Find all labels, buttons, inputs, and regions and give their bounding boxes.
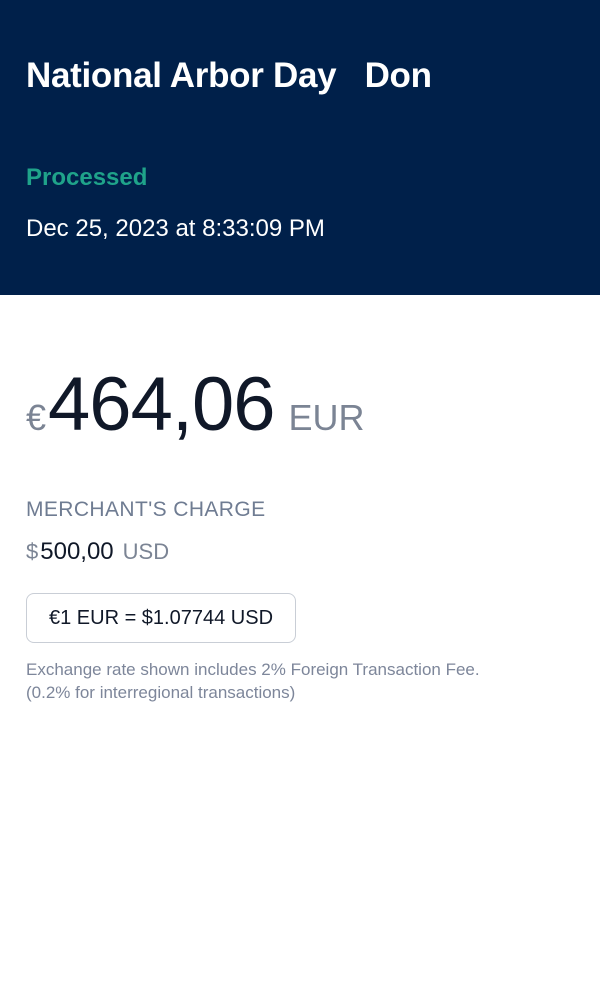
merchant-title: National Arbor Day Don	[26, 56, 432, 95]
merchant-charge-label: MERCHANT'S CHARGE	[26, 498, 266, 521]
merchant-charge-value: 500,00	[40, 538, 114, 565]
transaction-amount: € 464,06 EUR	[26, 365, 365, 445]
exchange-fee-note: Exchange rate shown includes 2% Foreign …	[26, 658, 581, 704]
amount-value: 464,06	[48, 362, 275, 447]
exchange-fee-note-line-2: (0.2% for interregional transactions)	[26, 683, 296, 702]
merchant-charge-currency-code: USD	[122, 539, 170, 564]
amount-currency-code: EUR	[288, 397, 365, 438]
transaction-status: Processed	[26, 164, 148, 191]
transaction-timestamp: Dec 25, 2023 at 8:33:09 PM	[26, 215, 325, 242]
merchant-charge-amount: $ 500,00 USD	[26, 538, 169, 566]
transaction-header: National Arbor Day Don Processed Dec 25,…	[0, 0, 600, 295]
merchant-charge-currency-symbol: $	[26, 539, 39, 564]
exchange-fee-note-line-1: Exchange rate shown includes 2% Foreign …	[26, 660, 480, 679]
exchange-rate-pill: €1 EUR = $1.07744 USD	[26, 593, 296, 643]
transaction-details: € 464,06 EUR MERCHANT'S CHARGE $ 500,00 …	[0, 295, 600, 1000]
amount-currency-symbol: €	[26, 397, 47, 438]
